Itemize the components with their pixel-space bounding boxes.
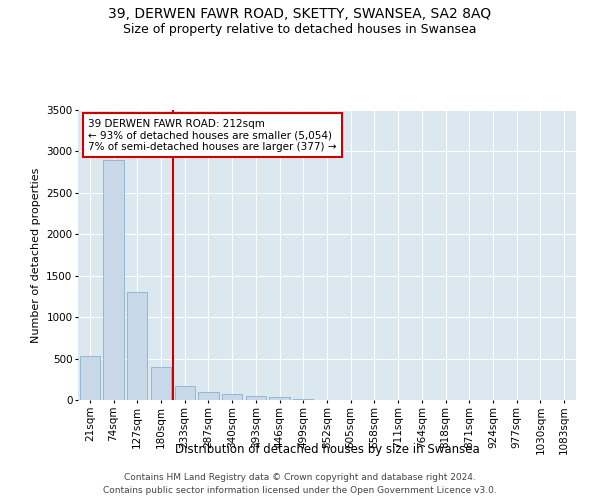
Text: Contains public sector information licensed under the Open Government Licence v3: Contains public sector information licen… bbox=[103, 486, 497, 495]
Bar bbox=[175, 386, 195, 400]
Bar bbox=[269, 396, 290, 400]
Bar bbox=[222, 394, 242, 400]
Text: Size of property relative to detached houses in Swansea: Size of property relative to detached ho… bbox=[123, 22, 477, 36]
Text: 39, DERWEN FAWR ROAD, SKETTY, SWANSEA, SA2 8AQ: 39, DERWEN FAWR ROAD, SKETTY, SWANSEA, S… bbox=[109, 8, 491, 22]
Text: Distribution of detached houses by size in Swansea: Distribution of detached houses by size … bbox=[175, 442, 479, 456]
Bar bbox=[293, 399, 313, 400]
Bar bbox=[103, 160, 124, 400]
Text: Contains HM Land Registry data © Crown copyright and database right 2024.: Contains HM Land Registry data © Crown c… bbox=[124, 472, 476, 482]
Bar bbox=[127, 292, 148, 400]
Bar bbox=[246, 396, 266, 400]
Bar bbox=[80, 356, 100, 400]
Text: 39 DERWEN FAWR ROAD: 212sqm
← 93% of detached houses are smaller (5,054)
7% of s: 39 DERWEN FAWR ROAD: 212sqm ← 93% of det… bbox=[88, 118, 337, 152]
Bar bbox=[199, 392, 218, 400]
Y-axis label: Number of detached properties: Number of detached properties bbox=[31, 168, 41, 342]
Bar bbox=[151, 367, 171, 400]
